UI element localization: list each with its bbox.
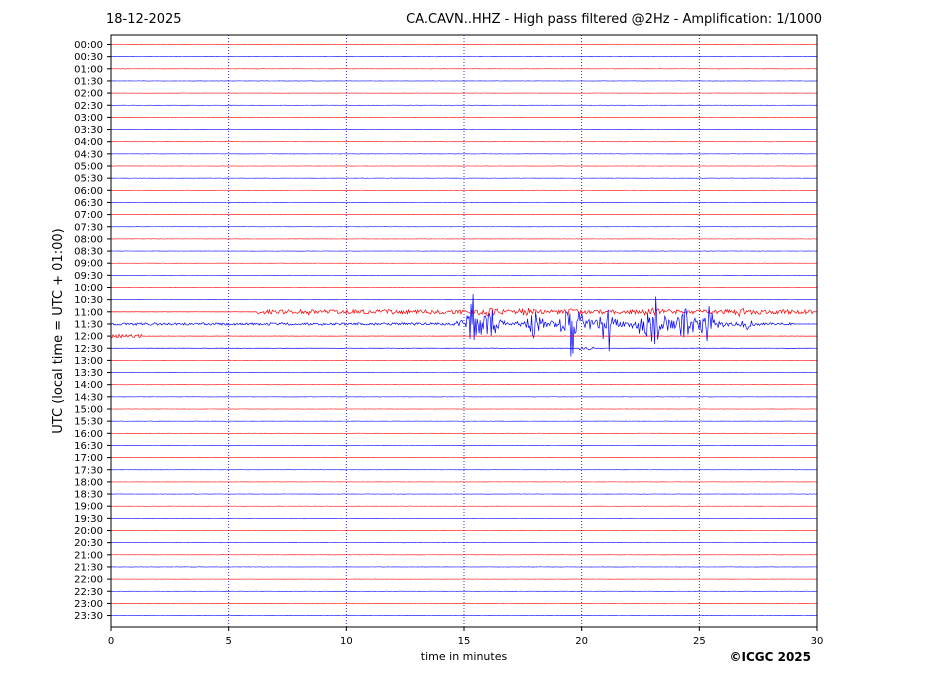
y-tick-label-11: 05:30 [74,174,103,185]
trace-layer [110,44,818,616]
trace-1100 [110,307,818,318]
y-tick-label-27: 13:30 [74,368,103,379]
x-tick-layer: 0 5 10 15 20 25 30 [108,627,824,647]
plot-frame [110,34,818,628]
y-tick-label-15: 07:30 [74,222,103,233]
y-tick-label-44: 22:00 [74,575,103,586]
y-tick-label-32: 16:00 [74,429,103,440]
y-tick-label-43: 21:30 [74,562,103,573]
y-axis-label: UTC (local time = UTC + 01:00) [51,228,66,433]
y-tick-label-19: 09:30 [74,271,103,282]
chart-title: CA.CAVN..HHZ - High pass filtered @2Hz -… [406,12,822,27]
y-tick-label-1: 00:30 [74,52,103,63]
grid-layer [228,35,700,627]
y-tick-label-20: 10:00 [74,283,103,294]
y-tick-label-21: 10:30 [74,295,103,306]
y-tick-label-17: 08:30 [74,247,103,258]
x-tick-label-0: 0 [108,636,114,647]
y-tick-label-37: 18:30 [74,490,103,501]
y-tick-label-5: 02:30 [74,101,103,112]
y-tick-label-28: 14:00 [74,380,103,391]
y-tick-label-2: 01:00 [74,64,103,75]
x-tick-label-3: 15 [458,636,471,647]
y-tick-label-41: 20:30 [74,538,103,549]
y-tick-label-46: 23:00 [74,599,103,610]
y-tick-label-7: 03:30 [74,125,103,136]
y-tick-label-26: 13:00 [74,356,103,367]
y-tick-label-12: 06:00 [74,186,103,197]
trace-1130 [110,294,818,357]
y-tick-label-45: 22:30 [74,587,103,598]
y-tick-label-3: 01:30 [74,76,103,87]
y-tick-label-30: 15:00 [74,405,103,416]
x-tick-label-1: 5 [225,636,231,647]
y-tick-label-23: 11:30 [74,319,103,330]
x-tick-label-5: 25 [693,636,706,647]
y-tick-label-13: 06:30 [74,198,103,209]
date-label: 18-12-2025 [106,12,182,27]
y-tick-label-42: 21:00 [74,550,103,561]
y-tick-label-4: 02:00 [74,89,103,100]
y-tick-label-34: 17:00 [74,453,103,464]
x-tick-label-4: 20 [575,636,588,647]
y-tick-label-6: 03:00 [74,113,103,124]
y-tick-label-16: 08:00 [74,234,103,245]
y-tick-label-10: 05:00 [74,162,103,173]
y-tick-label-14: 07:00 [74,210,103,221]
y-tick-label-33: 16:30 [74,441,103,452]
y-tick-label-35: 17:30 [74,465,103,476]
y-tick-label-9: 04:30 [74,149,103,160]
y-tick-label-40: 20:00 [74,526,103,537]
y-tick-label-31: 15:30 [74,417,103,428]
y-tick-label-39: 19:30 [74,514,103,525]
trace-1200 [110,333,818,339]
x-tick-label-2: 10 [340,636,353,647]
y-tick-label-25: 12:30 [74,344,103,355]
y-tick-label-36: 18:00 [74,477,103,488]
y-tick-label-22: 11:00 [74,307,103,318]
y-tick-label-24: 12:00 [74,332,103,343]
y-tick-label-47: 23:30 [74,611,103,622]
copyright-credit: ©ICGC 2025 [729,650,811,664]
y-tick-label-0: 00:00 [74,40,103,51]
y-tick-label-38: 19:00 [74,502,103,513]
y-tick-label-8: 04:00 [74,137,103,148]
x-axis-label: time in minutes [421,650,508,663]
x-tick-label-6: 30 [811,636,824,647]
trace-1230 [110,346,818,351]
y-tick-label-29: 14:30 [74,392,103,403]
y-tick-label-18: 09:00 [74,259,103,270]
